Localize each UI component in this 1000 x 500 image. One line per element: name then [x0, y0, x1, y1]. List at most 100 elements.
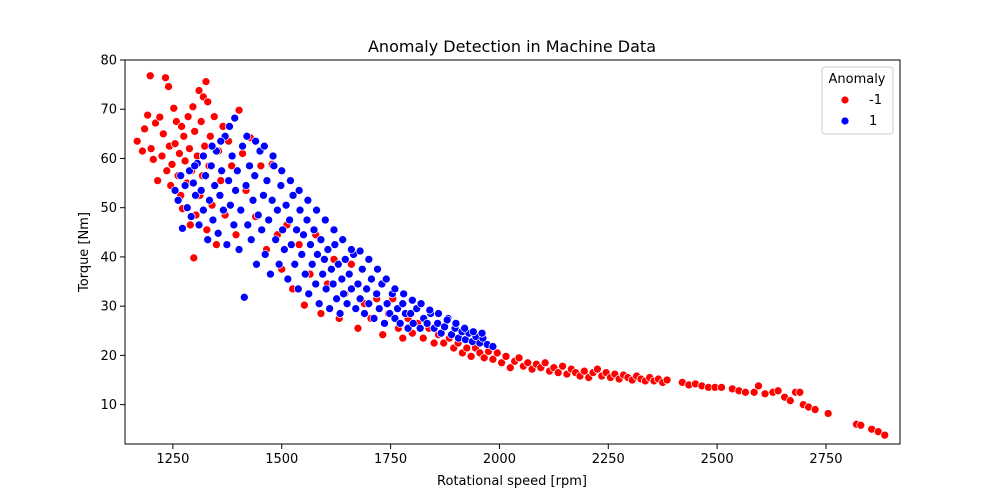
x-tick-label: 1250 [156, 452, 189, 467]
normal-point [355, 294, 365, 304]
normal-point [408, 319, 418, 328]
normal-point [280, 245, 289, 254]
normal-point [372, 289, 382, 299]
y-tick-label: 80 [100, 54, 117, 69]
normal-point [425, 305, 435, 315]
anomaly-point [505, 363, 515, 373]
anomaly-point [153, 176, 162, 185]
normal-point [190, 161, 200, 171]
anomaly-point [167, 160, 177, 169]
normal-point [451, 319, 461, 328]
normal-point [415, 323, 425, 333]
anomaly-point [157, 151, 167, 161]
normal-point [357, 264, 367, 274]
anomaly-point [429, 338, 439, 348]
normal-point [323, 245, 333, 254]
normal-point [320, 215, 330, 225]
anomaly-point [203, 97, 213, 107]
normal-point [294, 186, 304, 195]
legend-label-anomaly-pos: 1 [869, 114, 877, 129]
normal-point [286, 240, 296, 249]
normal-point [231, 186, 240, 195]
anomaly-point [179, 131, 189, 141]
anomaly-point [227, 161, 237, 171]
anomaly-point [795, 387, 805, 397]
normal-point [328, 279, 338, 289]
anomaly-point [151, 118, 160, 128]
anomaly-point [353, 323, 363, 333]
anomaly-point [175, 149, 184, 158]
normal-point [347, 284, 356, 294]
normal-point [229, 220, 239, 230]
y-tick-label: 20 [100, 349, 117, 364]
anomaly-point [760, 389, 770, 399]
normal-point [380, 319, 389, 328]
y-tick-label: 60 [100, 152, 117, 167]
anomaly-point [773, 386, 783, 396]
normal-point [381, 274, 391, 284]
normal-point [178, 224, 187, 233]
normal-point [232, 166, 242, 176]
normal-point [230, 113, 240, 123]
normal-point [335, 309, 345, 318]
anomaly-point [177, 122, 186, 131]
normal-point [321, 284, 331, 294]
x-tick-label: 1500 [265, 452, 298, 467]
anomaly-point [200, 141, 210, 151]
normal-point [273, 205, 282, 215]
normal-point [199, 151, 208, 161]
normal-point [408, 295, 417, 305]
anomaly-point [170, 139, 180, 149]
anomaly-point [300, 300, 309, 310]
normal-point [399, 289, 408, 299]
normal-point [403, 323, 413, 333]
normal-point [338, 235, 348, 245]
normal-point [199, 205, 208, 215]
normal-point [374, 304, 384, 313]
normal-point [442, 315, 452, 325]
normal-point [259, 141, 269, 151]
anomaly-point [523, 358, 533, 368]
normal-point [364, 299, 374, 309]
anomaly-point [479, 353, 489, 363]
normal-point [313, 250, 322, 259]
normal-point [318, 269, 328, 279]
normal-point [206, 161, 216, 171]
normal-point [286, 176, 295, 185]
plot-frame [124, 59, 901, 445]
normal-point [339, 289, 348, 299]
normal-point [216, 136, 226, 146]
anomaly-point [194, 86, 204, 95]
normal-point [293, 284, 303, 294]
normal-point [288, 191, 298, 200]
normal-point [337, 274, 347, 284]
normal-point [309, 225, 319, 235]
x-tick-label: 2500 [701, 452, 734, 467]
normal-point [205, 195, 214, 205]
normal-point [213, 228, 223, 238]
normal-point [340, 255, 350, 264]
anomaly-point [234, 105, 244, 115]
normal-point [468, 327, 478, 337]
normal-point [329, 225, 339, 235]
normal-point [297, 250, 307, 259]
normal-point [307, 259, 317, 269]
x-tick-label: 2250 [592, 452, 625, 467]
normal-point [422, 319, 432, 328]
anomaly-point [201, 77, 211, 87]
anomaly-point [316, 309, 326, 318]
normal-point [264, 215, 274, 225]
normal-point [281, 200, 291, 210]
anomaly-point [140, 124, 149, 134]
y-tick-label: 50 [100, 201, 117, 216]
anomaly-point [378, 330, 388, 340]
anomaly-point [238, 149, 247, 158]
anomaly-point [823, 409, 833, 418]
normal-point [290, 259, 300, 269]
normal-point [274, 259, 284, 269]
legend-box [821, 66, 894, 135]
normal-point [257, 225, 267, 235]
normal-point [224, 176, 233, 185]
anomaly-point [209, 112, 219, 121]
normal-point [227, 151, 237, 161]
